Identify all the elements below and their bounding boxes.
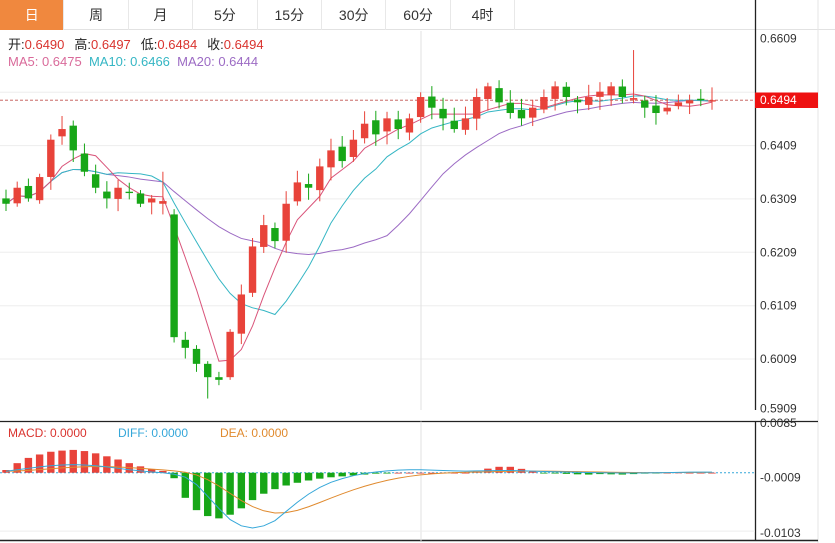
svg-text:0.6009: 0.6009 (760, 352, 797, 366)
svg-text:DEA: 0.0000: DEA: 0.0000 (220, 426, 288, 440)
svg-text:0.6494: 0.6494 (760, 93, 797, 107)
svg-text:MACD: 0.0000: MACD: 0.0000 (8, 426, 87, 440)
svg-text:0.6209: 0.6209 (760, 245, 797, 259)
svg-text:0.6409: 0.6409 (760, 139, 797, 153)
svg-text:-0.0103: -0.0103 (760, 526, 801, 540)
svg-text:0.0085: 0.0085 (760, 416, 797, 430)
svg-text:DIFF: 0.0000: DIFF: 0.0000 (118, 426, 188, 440)
svg-text:0.5909: 0.5909 (760, 401, 797, 415)
svg-text:0.6309: 0.6309 (760, 192, 797, 206)
svg-text:-0.0009: -0.0009 (760, 471, 801, 485)
svg-text:0.6609: 0.6609 (760, 32, 797, 46)
svg-text:0.6109: 0.6109 (760, 299, 797, 313)
